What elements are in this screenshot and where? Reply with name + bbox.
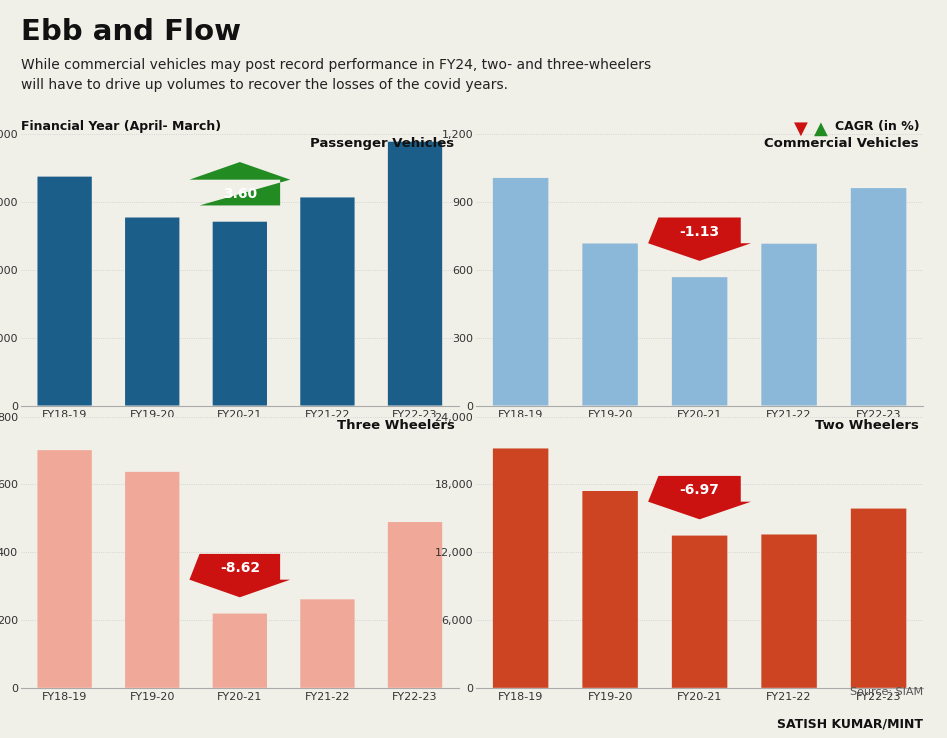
FancyBboxPatch shape	[582, 491, 638, 688]
FancyBboxPatch shape	[38, 176, 92, 406]
FancyBboxPatch shape	[582, 244, 638, 406]
Text: Commercial Vehicles: Commercial Vehicles	[764, 137, 919, 150]
Text: CAGR (in %): CAGR (in %)	[835, 120, 920, 133]
Text: Three Wheelers: Three Wheelers	[336, 419, 455, 432]
Text: -8.62: -8.62	[220, 561, 259, 575]
FancyBboxPatch shape	[125, 218, 179, 406]
FancyBboxPatch shape	[671, 536, 727, 688]
FancyBboxPatch shape	[492, 178, 548, 406]
Text: Ebb and Flow: Ebb and Flow	[21, 18, 241, 46]
FancyBboxPatch shape	[300, 599, 354, 688]
FancyBboxPatch shape	[761, 534, 817, 688]
FancyBboxPatch shape	[125, 472, 179, 688]
Text: 3.60: 3.60	[223, 187, 257, 201]
Text: ▲: ▲	[814, 120, 829, 137]
Polygon shape	[189, 554, 290, 597]
FancyBboxPatch shape	[388, 522, 442, 688]
FancyBboxPatch shape	[213, 613, 267, 688]
Polygon shape	[648, 476, 751, 520]
FancyBboxPatch shape	[761, 244, 817, 406]
FancyBboxPatch shape	[388, 142, 442, 406]
FancyBboxPatch shape	[38, 450, 92, 688]
Text: Financial Year (April- March): Financial Year (April- March)	[21, 120, 221, 133]
Text: Source: SIAM: Source: SIAM	[850, 687, 923, 697]
Text: Two Wheelers: Two Wheelers	[815, 419, 919, 432]
Text: -1.13: -1.13	[680, 224, 720, 238]
Text: Passenger Vehicles: Passenger Vehicles	[311, 137, 455, 150]
FancyBboxPatch shape	[300, 198, 354, 406]
Text: -6.97: -6.97	[680, 483, 720, 497]
FancyBboxPatch shape	[492, 449, 548, 688]
Polygon shape	[648, 218, 751, 261]
FancyBboxPatch shape	[850, 188, 906, 406]
FancyBboxPatch shape	[671, 277, 727, 406]
FancyBboxPatch shape	[213, 221, 267, 406]
FancyBboxPatch shape	[850, 508, 906, 688]
Polygon shape	[189, 162, 290, 205]
Text: While commercial vehicles may post record performance in FY24, two- and three-wh: While commercial vehicles may post recor…	[21, 58, 651, 92]
Text: SATISH KUMAR/MINT: SATISH KUMAR/MINT	[777, 717, 923, 731]
Text: ▼: ▼	[794, 120, 808, 137]
